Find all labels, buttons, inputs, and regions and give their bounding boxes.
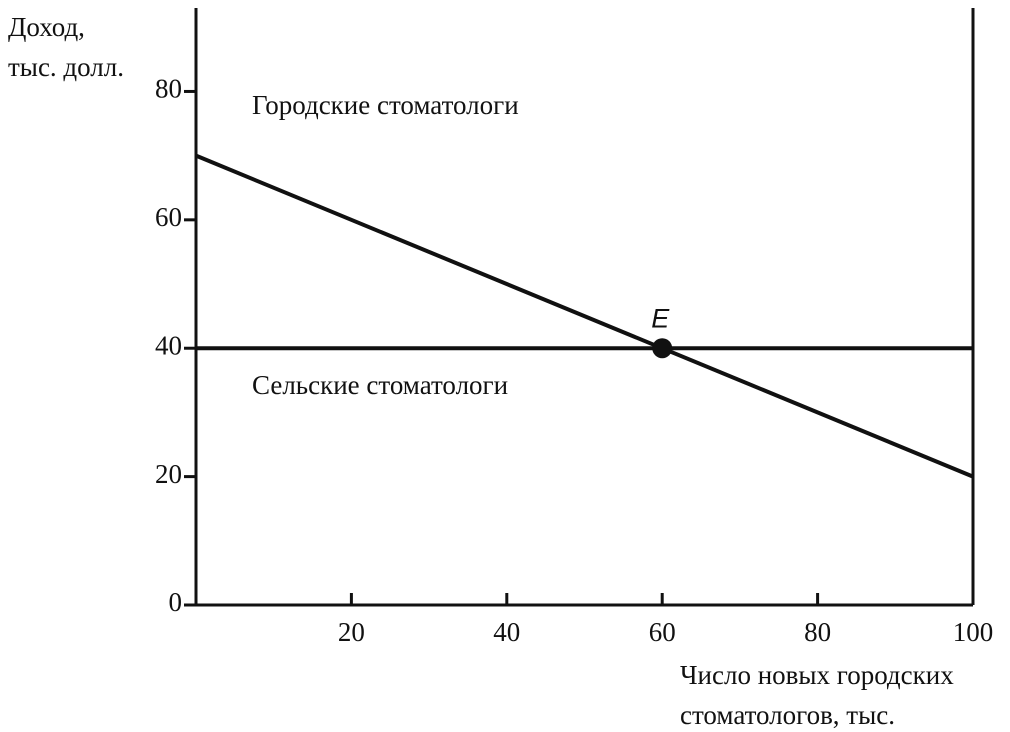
x-tick-label: 20 [338, 617, 365, 647]
series-label: Сельские стоматологи [252, 370, 508, 400]
point-label: E [651, 303, 670, 333]
point [652, 338, 673, 359]
x-axis-label: стоматологов, тыс. [680, 700, 895, 730]
x-tick-label: 60 [649, 617, 676, 647]
series-line [195, 153, 974, 479]
y-axis-label: тыс. долл. [8, 52, 124, 82]
y-tick-label: 60 [155, 202, 182, 232]
x-tick-label: 100 [953, 617, 994, 647]
series-label: Городские стоматологи [252, 90, 519, 120]
x-axis-label: Число новых городских [680, 660, 954, 690]
y-axis-label: Доход, [8, 12, 85, 42]
x-tick-label: 40 [493, 617, 520, 647]
y-tick-label: 40 [155, 330, 182, 360]
y-tick-label: 80 [155, 74, 182, 104]
x-tick-label: 80 [804, 617, 831, 647]
y-tick-label: 20 [155, 459, 182, 489]
y-tick-label: 0 [169, 587, 183, 617]
